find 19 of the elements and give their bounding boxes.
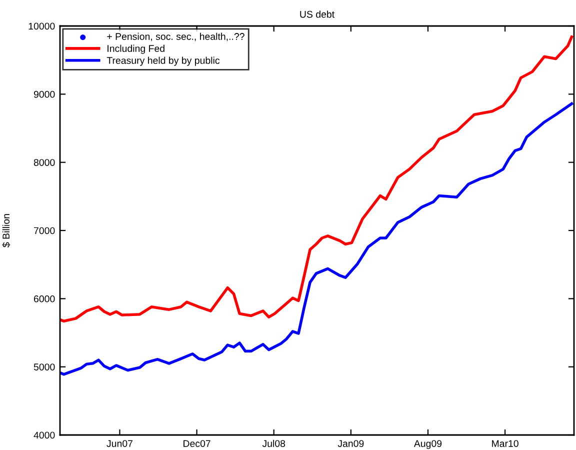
line-series <box>60 102 574 376</box>
y-tick-label: 7000 <box>34 227 55 234</box>
y-tick-label: 10000 <box>28 22 55 30</box>
y-tick-label: 5000 <box>34 364 55 370</box>
legend-label: + Pension, soc. sec., health,..?? <box>107 32 244 42</box>
x-tick-label: Aug09 <box>414 440 442 449</box>
x-tick-label: Jun07 <box>106 440 132 447</box>
x-tick-label: Mar10 <box>492 440 518 447</box>
chart-title: US debt <box>300 10 334 18</box>
x-tick-label: Dec07 <box>184 440 210 447</box>
x-tick-label: Jul08 <box>262 440 286 447</box>
x-tick-label: Jan09 <box>338 440 364 447</box>
y-tick-label: 6000 <box>34 295 55 302</box>
legend-label: Treasury held by by public <box>106 56 220 66</box>
y-tick-label: 8000 <box>34 159 55 166</box>
legend-label: Including Fed <box>108 44 164 54</box>
y-tick-label: 9000 <box>34 90 55 98</box>
y-axis-title: $ Billion <box>2 214 10 248</box>
y-tick-label: 4000 <box>34 432 55 439</box>
